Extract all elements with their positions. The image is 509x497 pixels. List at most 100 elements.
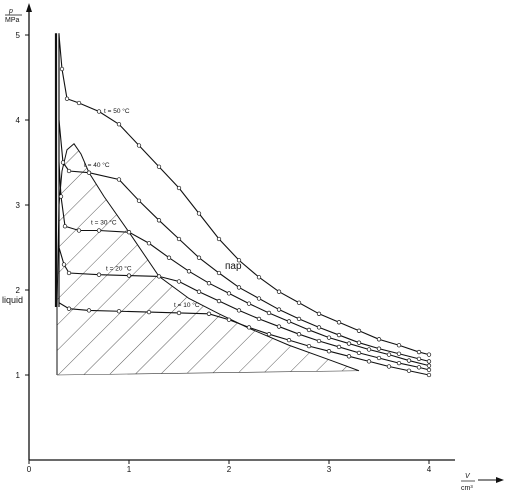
- isotherm-line: [58, 302, 430, 376]
- data-point: [216, 298, 222, 304]
- data-point: [346, 341, 352, 346]
- data-point: [226, 291, 232, 296]
- data-point: [166, 255, 172, 260]
- data-point: [426, 372, 432, 378]
- data-point: [86, 308, 92, 313]
- isotherm-line: [58, 34, 430, 356]
- data-point: [276, 289, 282, 294]
- isotherm-label: t = 40 °C: [84, 161, 110, 169]
- y-tick-label: 3: [16, 201, 21, 210]
- data-point: [66, 168, 72, 174]
- isotherm-label: t = 20 °C: [106, 264, 132, 272]
- data-point: [116, 122, 122, 127]
- data-point: [346, 354, 352, 359]
- data-point: [316, 325, 322, 330]
- data-point: [266, 332, 272, 337]
- data-point: [426, 363, 432, 368]
- y-tick-label: 4: [16, 116, 21, 125]
- x-tick-label: 3: [327, 465, 332, 474]
- data-point: [156, 274, 162, 279]
- x-tick-label: 0: [27, 465, 32, 474]
- isotherm-markers: [58, 66, 432, 378]
- data-point: [416, 349, 422, 355]
- data-point: [356, 350, 362, 356]
- data-point: [406, 368, 412, 373]
- isotherm-label: t = 10 °C: [174, 301, 200, 309]
- data-point: [60, 160, 66, 165]
- data-point: [386, 352, 392, 357]
- data-point: [236, 308, 242, 313]
- data-point: [226, 317, 232, 322]
- y-tick-label: 2: [16, 286, 21, 295]
- data-point: [64, 96, 70, 101]
- y-axis-arrow: [26, 3, 32, 12]
- data-point: [326, 335, 332, 340]
- data-point: [96, 272, 102, 277]
- data-point: [276, 307, 282, 312]
- data-point: [196, 211, 202, 216]
- data-point: [286, 319, 292, 324]
- data-point: [156, 164, 162, 169]
- data-point: [156, 218, 162, 223]
- x-axis-label-top: V: [465, 473, 471, 480]
- data-point: [286, 338, 292, 343]
- data-point: [196, 255, 202, 260]
- y-tick-label: 1: [16, 371, 21, 380]
- region-label-gas: пар: [225, 261, 242, 272]
- data-point: [376, 337, 382, 342]
- data-point: [59, 66, 65, 72]
- data-point: [86, 170, 92, 175]
- data-point: [296, 316, 302, 322]
- data-point: [306, 327, 312, 333]
- data-point: [386, 364, 392, 369]
- data-point: [61, 262, 67, 267]
- data-point: [216, 270, 222, 276]
- region-label-liquid: liquid: [2, 295, 23, 305]
- data-point: [206, 281, 212, 286]
- isotherm-label: t = 30 °C: [91, 219, 117, 227]
- data-point: [96, 228, 102, 233]
- x-tick-label: 2: [227, 465, 232, 474]
- data-point: [66, 270, 72, 276]
- data-point: [276, 324, 282, 329]
- data-point: [76, 228, 82, 233]
- axis-ticks: 0 1 2 3 4 1 2 3 4 5: [16, 31, 432, 474]
- data-point: [176, 236, 182, 242]
- data-point: [236, 258, 242, 263]
- y-axis-label-bottom: MPa: [5, 17, 20, 24]
- data-point: [176, 185, 182, 191]
- data-point: [176, 279, 182, 284]
- data-point: [406, 358, 412, 363]
- data-point: [246, 301, 252, 306]
- data-point: [206, 311, 212, 316]
- data-point: [356, 340, 362, 345]
- two-phase-region-hatching: [56, 143, 360, 376]
- data-point: [396, 343, 402, 348]
- x-axis-label-bottom: cm³: [461, 485, 473, 492]
- data-point: [146, 241, 152, 246]
- data-point: [246, 325, 252, 330]
- data-point: [306, 343, 312, 349]
- data-point: [416, 365, 422, 370]
- data-point: [376, 346, 382, 351]
- data-point: [176, 310, 182, 316]
- data-point: [66, 306, 72, 311]
- data-point: [316, 311, 322, 316]
- data-point: [296, 332, 302, 337]
- data-point: [426, 352, 432, 357]
- y-axis-label-top: p: [8, 8, 13, 15]
- data-point: [336, 344, 342, 350]
- isotherm-label: t = 50 °C: [104, 107, 130, 115]
- data-point: [58, 194, 64, 199]
- data-point: [266, 310, 272, 316]
- hatch-base-line: [56, 370, 360, 376]
- data-point: [256, 275, 262, 280]
- data-point: [136, 143, 142, 148]
- data-point: [126, 230, 132, 235]
- data-point: [396, 351, 402, 356]
- data-point: [62, 224, 68, 229]
- data-point: [146, 309, 152, 315]
- data-point: [116, 177, 122, 182]
- data-point: [126, 273, 132, 278]
